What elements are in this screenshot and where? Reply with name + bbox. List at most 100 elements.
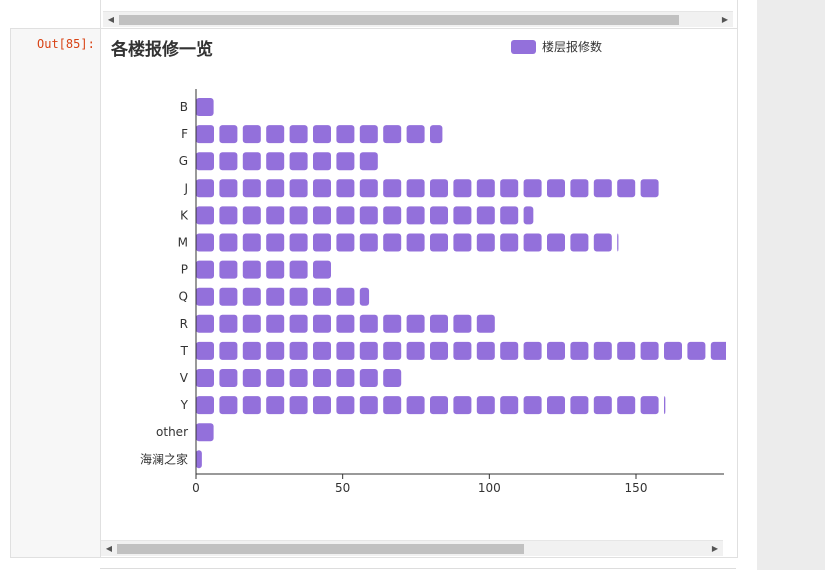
bar-symbol xyxy=(734,342,737,360)
bar-symbol xyxy=(430,341,448,360)
bar-symbol xyxy=(242,341,261,360)
bar-symbol xyxy=(383,341,402,360)
bar-symbol xyxy=(570,341,589,360)
bar-symbol xyxy=(266,396,285,415)
bar-symbol xyxy=(289,179,308,198)
bar[interactable] xyxy=(196,206,534,225)
bar-symbol xyxy=(500,179,519,198)
bar-symbol xyxy=(430,125,443,144)
bar-symbol xyxy=(266,152,285,171)
bar-symbol xyxy=(196,206,214,225)
bar[interactable] xyxy=(196,314,495,333)
output-prompt: Out[85]: xyxy=(37,37,95,51)
bar[interactable] xyxy=(196,260,331,279)
bar-symbol xyxy=(359,206,378,225)
bar-symbol xyxy=(570,396,589,415)
bar[interactable] xyxy=(196,233,619,252)
bar[interactable] xyxy=(196,450,202,469)
scroll-right-arrow-icon[interactable]: ▶ xyxy=(721,15,729,24)
bar-symbol xyxy=(570,179,589,198)
bar-symbol xyxy=(500,206,519,225)
bar-symbol xyxy=(289,396,308,415)
bar[interactable] xyxy=(196,369,402,387)
bar-symbol xyxy=(242,287,261,306)
x-tick-label: 0 xyxy=(192,481,200,495)
bar-symbol xyxy=(289,260,308,279)
bar[interactable] xyxy=(196,98,214,116)
bar-symbol xyxy=(430,233,448,252)
bar-symbol xyxy=(242,206,261,225)
bar-symbol xyxy=(383,233,402,252)
bar-symbol xyxy=(196,179,214,198)
bar[interactable] xyxy=(196,179,659,198)
bar-symbol xyxy=(359,179,378,198)
chart-legend[interactable]: 楼层报修数 xyxy=(511,38,602,55)
bar-symbol xyxy=(336,396,355,415)
bar[interactable] xyxy=(196,423,214,442)
bar-symbol xyxy=(664,341,682,360)
notebook-right-gutter xyxy=(757,0,825,570)
bar-symbol xyxy=(266,233,285,252)
bar-symbol xyxy=(313,341,331,360)
bar-symbol xyxy=(687,341,706,360)
bar-symbol xyxy=(219,179,238,198)
bar-symbol xyxy=(336,152,355,171)
bar-symbol xyxy=(196,260,214,279)
bar-symbol xyxy=(242,369,261,387)
bar-symbol xyxy=(219,396,238,415)
bar[interactable] xyxy=(196,287,370,306)
bar-symbol xyxy=(359,369,378,387)
bar-symbol xyxy=(359,287,370,306)
bar-symbol xyxy=(336,233,355,252)
bar-symbol xyxy=(359,125,378,144)
bar-symbol xyxy=(336,287,355,306)
bar-symbol xyxy=(313,179,331,198)
bar[interactable] xyxy=(196,396,666,415)
previous-output-scrollbar[interactable]: ◀ ▶ xyxy=(103,11,733,27)
bar-symbol xyxy=(289,369,308,387)
bar-symbol xyxy=(242,233,261,252)
scrollbar-thumb[interactable] xyxy=(117,544,524,554)
bar-symbol xyxy=(453,233,472,252)
bar-symbol xyxy=(219,287,238,306)
bar[interactable] xyxy=(196,125,443,144)
y-tick-label: G xyxy=(179,154,188,168)
bar-symbol xyxy=(359,341,378,360)
bar-symbol xyxy=(242,152,261,171)
bar-symbol xyxy=(547,341,565,360)
scroll-right-arrow-icon[interactable]: ▶ xyxy=(711,544,719,553)
bar-symbol xyxy=(266,314,285,333)
bar-symbol xyxy=(406,341,425,360)
bar-symbol xyxy=(313,260,331,279)
scrollbar-thumb[interactable] xyxy=(119,15,679,25)
y-tick-label: Q xyxy=(179,290,188,304)
scroll-left-arrow-icon[interactable]: ◀ xyxy=(105,544,113,553)
bar-symbol xyxy=(359,396,378,415)
chart-horizontal-scrollbar[interactable]: ◀ ▶ xyxy=(101,540,723,556)
output-prompt-area: Out[85]: xyxy=(10,28,100,558)
bar-symbol xyxy=(266,260,285,279)
y-tick-label: V xyxy=(180,371,189,385)
bar-symbol xyxy=(593,233,612,252)
bar-symbol xyxy=(453,179,472,198)
bar-symbol xyxy=(359,314,378,333)
bar-symbol xyxy=(453,206,472,225)
bar-symbol xyxy=(219,233,238,252)
y-tick-label: T xyxy=(180,344,189,358)
bar-symbol xyxy=(313,396,331,415)
bar-symbol xyxy=(593,341,612,360)
bar-symbol xyxy=(196,233,214,252)
bar-symbol xyxy=(313,206,331,225)
bar-symbol xyxy=(453,396,472,415)
scroll-left-arrow-icon[interactable]: ◀ xyxy=(107,15,115,24)
bar-symbol xyxy=(266,125,285,144)
bar-symbol xyxy=(430,314,448,333)
bar-symbol xyxy=(383,206,402,225)
bar-symbol xyxy=(242,179,261,198)
cell-bottom-border xyxy=(100,568,736,569)
bar-symbol xyxy=(476,206,495,225)
bar-symbol xyxy=(313,314,331,333)
bar-symbol xyxy=(453,341,472,360)
bar[interactable] xyxy=(196,341,737,360)
bar[interactable] xyxy=(196,152,378,171)
